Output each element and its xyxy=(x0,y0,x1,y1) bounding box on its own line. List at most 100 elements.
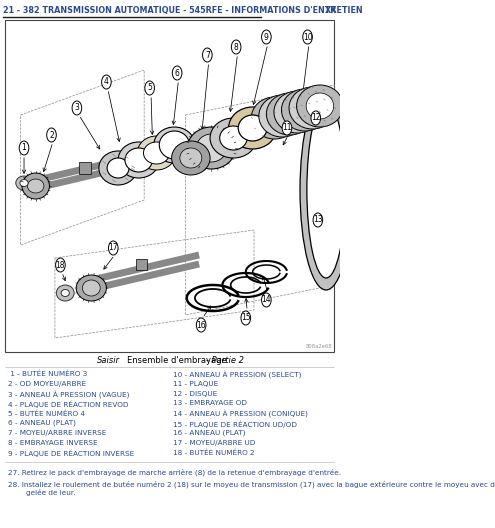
Text: 6 - ANNEAU (PLAT): 6 - ANNEAU (PLAT) xyxy=(8,420,76,427)
Ellipse shape xyxy=(229,107,277,149)
Text: 9: 9 xyxy=(264,33,269,42)
Ellipse shape xyxy=(197,134,227,162)
Ellipse shape xyxy=(274,91,321,133)
Ellipse shape xyxy=(56,285,74,301)
Bar xyxy=(5,20,334,352)
Ellipse shape xyxy=(259,95,305,137)
Text: 4 - PLAQUE DE RÉACTION REVOD: 4 - PLAQUE DE RÉACTION REVOD xyxy=(8,400,129,408)
Text: 8: 8 xyxy=(234,42,239,52)
Text: 7: 7 xyxy=(205,51,210,60)
Ellipse shape xyxy=(261,105,288,131)
Text: 14 - ANNEAU À PRESSION (CONIQUE): 14 - ANNEAU À PRESSION (CONIQUE) xyxy=(173,410,308,418)
Ellipse shape xyxy=(210,118,257,158)
Circle shape xyxy=(231,40,241,54)
Ellipse shape xyxy=(300,90,352,290)
Text: 12: 12 xyxy=(311,114,321,122)
Text: 4: 4 xyxy=(104,78,109,87)
Ellipse shape xyxy=(291,97,319,123)
Ellipse shape xyxy=(188,127,236,169)
Text: 11 - PLAQUE: 11 - PLAQUE xyxy=(173,381,218,387)
Ellipse shape xyxy=(266,93,313,135)
Circle shape xyxy=(55,258,65,272)
Text: 5 - BUTÉE NUMÉRO 4: 5 - BUTÉE NUMÉRO 4 xyxy=(8,410,85,417)
Text: 6: 6 xyxy=(175,69,180,78)
Text: 11: 11 xyxy=(282,124,292,133)
Ellipse shape xyxy=(238,115,267,141)
Ellipse shape xyxy=(306,93,334,119)
Circle shape xyxy=(197,318,206,332)
Text: Ensemble d'embrayage: Ensemble d'embrayage xyxy=(127,356,227,365)
Ellipse shape xyxy=(298,95,326,121)
Circle shape xyxy=(101,75,111,89)
Text: 18: 18 xyxy=(55,260,65,269)
Text: 17: 17 xyxy=(108,243,118,252)
Ellipse shape xyxy=(118,142,159,178)
Text: - Partie 2: - Partie 2 xyxy=(206,356,244,365)
Text: 15: 15 xyxy=(241,314,250,323)
Text: 9 - PLAQUE DE RÉACTION INVERSE: 9 - PLAQUE DE RÉACTION INVERSE xyxy=(8,449,135,457)
Text: 28. Installez le roulement de butée numéro 2 (18) sur le moyeu de transmission (: 28. Installez le roulement de butée numé… xyxy=(8,480,495,488)
Ellipse shape xyxy=(144,142,170,164)
Circle shape xyxy=(108,241,118,255)
Circle shape xyxy=(311,111,321,125)
Circle shape xyxy=(172,66,182,80)
Text: 8 - EMBRAYAGE INVERSE: 8 - EMBRAYAGE INVERSE xyxy=(8,440,98,446)
Ellipse shape xyxy=(99,151,137,185)
Text: 10 - ANNEAU À PRESSION (SELECT): 10 - ANNEAU À PRESSION (SELECT) xyxy=(173,371,301,379)
Ellipse shape xyxy=(27,179,44,193)
Ellipse shape xyxy=(172,141,210,175)
Ellipse shape xyxy=(107,158,129,178)
Circle shape xyxy=(145,81,154,95)
Text: 3: 3 xyxy=(74,103,79,112)
Text: 16 - ANNEAU (PLAT): 16 - ANNEAU (PLAT) xyxy=(173,430,246,436)
Text: 21 - 382 TRANSMISSION AUTOMATIQUE - 545RFE - INFORMATIONS D'ENTRETIEN: 21 - 382 TRANSMISSION AUTOMATIQUE - 545R… xyxy=(3,6,362,15)
Text: 14: 14 xyxy=(261,296,271,305)
Circle shape xyxy=(72,101,82,115)
Circle shape xyxy=(19,141,29,155)
Text: 2 - OD MOYEU/ARBRE: 2 - OD MOYEU/ARBRE xyxy=(8,381,86,387)
Ellipse shape xyxy=(82,280,100,296)
Ellipse shape xyxy=(307,102,346,278)
Ellipse shape xyxy=(297,85,343,127)
Text: 1 - BUTÉE NUMÉRO 3: 1 - BUTÉE NUMÉRO 3 xyxy=(8,371,88,378)
Text: 18 - BUTÉE NUMÉRO 2: 18 - BUTÉE NUMÉRO 2 xyxy=(173,449,254,456)
Text: 7 - MOYEU/ARBRE INVERSE: 7 - MOYEU/ARBRE INVERSE xyxy=(8,430,106,436)
Circle shape xyxy=(241,311,250,325)
Ellipse shape xyxy=(76,275,106,301)
Ellipse shape xyxy=(22,173,50,199)
Text: 15 - PLAQUE DE RÉACTION UD/OD: 15 - PLAQUE DE RÉACTION UD/OD xyxy=(173,420,297,428)
Text: 13: 13 xyxy=(313,215,323,224)
Text: 808a2e68: 808a2e68 xyxy=(305,344,332,349)
Text: 5: 5 xyxy=(147,83,152,92)
Circle shape xyxy=(47,128,56,142)
Ellipse shape xyxy=(159,131,190,159)
Text: gelée de leur.: gelée de leur. xyxy=(8,489,76,496)
Bar xyxy=(79,162,91,174)
Ellipse shape xyxy=(276,101,303,127)
Ellipse shape xyxy=(61,289,69,297)
Ellipse shape xyxy=(268,103,296,129)
Bar xyxy=(136,259,147,270)
Text: 1: 1 xyxy=(22,144,26,153)
Ellipse shape xyxy=(282,89,328,131)
Text: Saisir: Saisir xyxy=(97,356,120,365)
Text: 3 - ANNEAU À PRESSION (VAGUE): 3 - ANNEAU À PRESSION (VAGUE) xyxy=(8,391,130,399)
Text: 27. Retirez le pack d'embrayage de marche arrière (8) de la retenue d'embrayage : 27. Retirez le pack d'embrayage de march… xyxy=(8,468,341,476)
Ellipse shape xyxy=(125,148,152,172)
Ellipse shape xyxy=(154,127,195,163)
Ellipse shape xyxy=(289,87,336,129)
Circle shape xyxy=(313,213,323,227)
Text: 16: 16 xyxy=(197,320,206,329)
Circle shape xyxy=(261,293,271,307)
Ellipse shape xyxy=(137,136,176,170)
Text: 13 - EMBRAYAGE OD: 13 - EMBRAYAGE OD xyxy=(173,400,247,407)
Circle shape xyxy=(303,30,312,44)
Text: XK: XK xyxy=(325,6,337,15)
Ellipse shape xyxy=(20,180,28,186)
Text: 12 - DISQUE: 12 - DISQUE xyxy=(173,391,217,397)
Ellipse shape xyxy=(284,99,311,125)
Ellipse shape xyxy=(220,126,247,150)
Ellipse shape xyxy=(16,176,32,190)
Circle shape xyxy=(282,121,292,135)
Ellipse shape xyxy=(180,148,202,168)
